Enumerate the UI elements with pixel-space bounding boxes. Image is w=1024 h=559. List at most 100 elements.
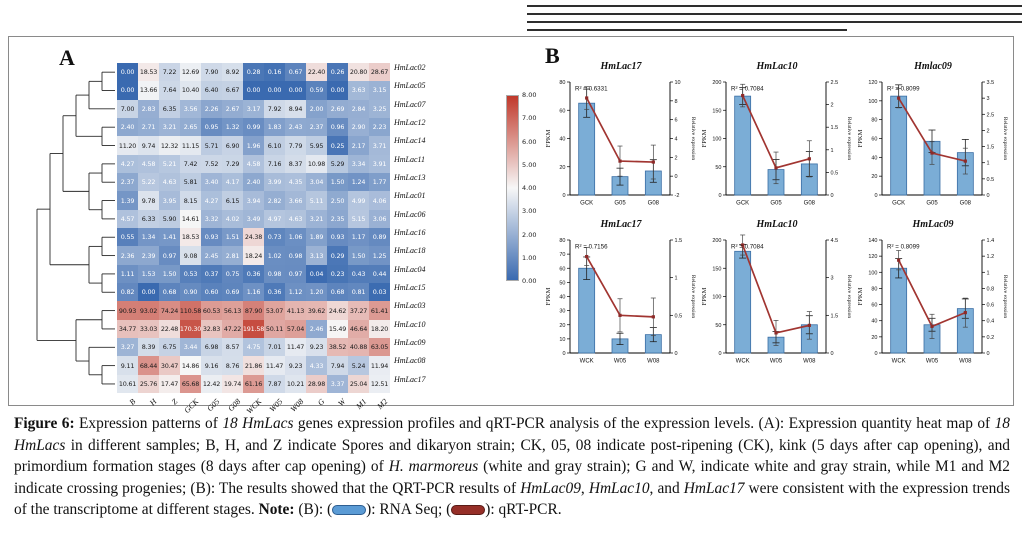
heatmap-cell: 9.11 (117, 356, 138, 375)
caption-text: ): RNA Seq; ( (366, 501, 452, 519)
qrt-pcr-point (585, 254, 589, 259)
left-tick-label: 0 (874, 351, 877, 357)
heatmap-cell: 2.00 (306, 99, 327, 118)
left-tick-label: 10 (559, 337, 565, 343)
heatmap-cell: 2.81 (222, 246, 243, 265)
heatmap-cell: 7.42 (180, 154, 201, 174)
caption-text: in different samples; B, H, and Z indica… (14, 436, 1010, 476)
left-tick-label: 70 (559, 252, 565, 258)
left-tick-label: 100 (868, 270, 877, 276)
right-tick-label: 0 (831, 193, 834, 199)
heatmap-cell: 32.83 (201, 319, 222, 339)
heatmap-cell: 14.86 (180, 356, 201, 375)
heatmap-cell: 191.58 (243, 319, 264, 339)
heatmap-cell: 3.44 (180, 338, 201, 357)
heatmap-cell: 28.67 (369, 63, 390, 82)
heatmap-row-label: HmLac03 (394, 301, 426, 311)
left-tick-label: 120 (868, 80, 877, 86)
qrt-pcr-point (807, 323, 811, 327)
heatmap-cell: 2.82 (264, 191, 285, 210)
heatmap-cell: 1.77 (369, 173, 390, 192)
heatmap-cell: 1.50 (348, 246, 369, 265)
heatmap-cell: 6.33 (138, 209, 159, 229)
x-tick-label: W05 (926, 359, 939, 365)
heatmap-cell: 3.25 (369, 99, 390, 118)
heatmap-cell: 0.95 (201, 118, 222, 137)
heatmap-cell: 5.24 (348, 356, 369, 375)
heatmap-row-label: HmLac10 (394, 319, 426, 329)
heatmap-cell: 7.52 (201, 154, 222, 174)
heatmap-cell: 0.93 (201, 228, 222, 247)
heatmap-cell: 2.40 (117, 118, 138, 137)
heatmap-row-label: HmLac09 (394, 338, 426, 348)
heatmap-row-label: HmLac05 (394, 81, 426, 91)
heatmap-cell: 2.71 (138, 118, 159, 137)
x-tick-label: GCK (580, 201, 593, 207)
left-tick-label: 40 (871, 155, 877, 161)
left-tick-label: 80 (871, 118, 877, 124)
heatmap-cell: 3.66 (285, 191, 306, 210)
x-tick-label: WCK (580, 359, 594, 365)
heatmap-cell: 0.75 (222, 264, 243, 284)
heatmap-row-label: HmLac14 (394, 136, 426, 146)
colorbar-tick-label: 8.00 (522, 91, 537, 99)
colorbar-tick-label: 3.00 (522, 207, 537, 216)
heatmap-cell: 87.90 (243, 301, 264, 320)
heatmap-cell: 1.32 (222, 118, 243, 137)
right-tick-label: 0 (675, 174, 678, 180)
heatmap-cell: 8.92 (222, 63, 243, 82)
x-tick-label: W08 (647, 359, 660, 365)
left-tick-label: 50 (715, 323, 721, 329)
heatmap-cell: 9.74 (138, 136, 159, 155)
heatmap-cell: 8.15 (180, 191, 201, 210)
heatmap-cell: 1.51 (222, 228, 243, 247)
heatmap-column-label: W08 (288, 397, 305, 414)
caption-text: Expression patterns of (79, 415, 223, 432)
x-tick-label: WCK (736, 359, 750, 365)
figure-caption: Figure 6: Expression patterns of 18 HmLa… (14, 413, 1010, 521)
heatmap-cell: 4.02 (222, 209, 243, 229)
qrt-pcr-point (897, 258, 901, 262)
colorbar-tick-label: 0.00 (522, 277, 537, 285)
r-squared-label: R² = 0.7156 (575, 244, 608, 251)
colorbar-tick-label: 2.00 (522, 230, 537, 239)
rna-seq-bar (734, 95, 752, 196)
heatmap-cell: 0.73 (264, 228, 285, 247)
qrtpcr-chart: HmLac10 0 50 100 150 200 0 1.5 3 4.5 WCK W05 W08 R² =… (699, 219, 855, 377)
heatmap-cell: 0.97 (285, 264, 306, 284)
chart-plot: 0 50 100 150 200 0 0.5 1 1.5 2 2.5 GCK G05 G08 R² = 0.… (701, 80, 852, 207)
colorbar-tick-label: 6.00 (522, 137, 537, 146)
caption-text: H. marmoreus (388, 458, 479, 476)
heatmap-cell: 0.67 (285, 63, 306, 82)
left-tick-label: 0 (718, 193, 721, 199)
heatmap-cell: 2.67 (222, 99, 243, 118)
heatmap-cell: 2.90 (348, 118, 369, 137)
r-squared-label: R² = 0.6331 (575, 86, 608, 93)
qrtpcr-chart: HmLac17 0 20 40 60 80 -2 0 2 4 6 8 10 GCK G05 G08 R² = 0… (543, 61, 699, 219)
heatmap-cell: 7.01 (264, 338, 285, 357)
heatmap-cell: 3.37 (327, 374, 348, 394)
right-tick-label: 2 (831, 103, 834, 109)
rna-seq-bar (578, 267, 596, 354)
heatmap-cell: 2.36 (117, 246, 138, 265)
left-tick-label: 0 (562, 351, 565, 357)
heatmap-cell: 7.94 (327, 356, 348, 375)
heatmap-cell: 46.64 (348, 319, 369, 339)
heatmap-cell: 5.81 (180, 173, 201, 192)
heatmap-column-label: G (315, 397, 326, 408)
heatmap-cell: 4.57 (117, 209, 138, 229)
x-tick-label: WCK (892, 359, 906, 365)
cropped-text-line (527, 13, 1022, 15)
heatmap-cell: 11.47 (264, 356, 285, 375)
heatmap-cell: 2.23 (369, 118, 390, 137)
heatmap-cell: 4.75 (243, 338, 264, 357)
heatmap-cell: 1.25 (369, 246, 390, 265)
left-tick-label: 150 (712, 266, 721, 272)
heatmap-row-label: HmLac04 (394, 264, 426, 274)
heatmap-cell: 15.49 (327, 319, 348, 339)
qrt-pcr-point (741, 93, 745, 98)
heatmap-cell: 9.23 (285, 356, 306, 375)
heatmap-cell: 14.61 (180, 209, 201, 229)
heatmap-row-label: HmLac08 (394, 356, 426, 366)
heatmap-cell: 11.47 (285, 338, 306, 357)
